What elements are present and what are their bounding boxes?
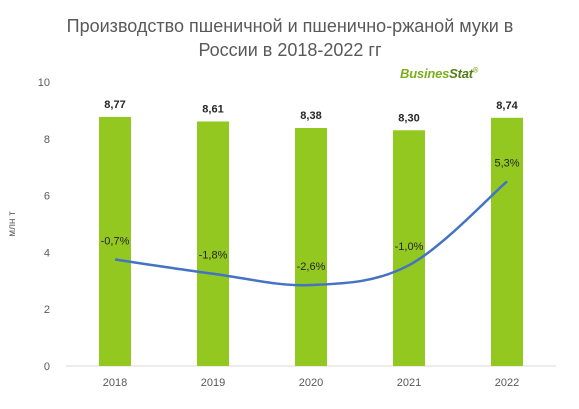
y-axis-label: млн т [7, 211, 18, 237]
bar-value-label: 8,38 [300, 110, 321, 122]
y-tick-label: 8 [44, 134, 50, 146]
bar-value-label: 8,30 [398, 112, 419, 124]
bar-value-label: 8,61 [202, 103, 223, 115]
growth-point-label: 5,3% [494, 157, 519, 169]
y-tick-label: 2 [44, 304, 50, 316]
x-tick-label: 2019 [201, 377, 225, 389]
growth-point-label: -1,0% [395, 241, 424, 253]
x-tick-label: 2022 [495, 377, 519, 389]
businesstat-logo: BusinesStat® [400, 66, 478, 81]
chart-title: Производство пшеничной и пшенично-ржаной… [40, 14, 540, 62]
growth-point-label: -1,8% [199, 250, 228, 262]
logo-text-part-1: Busines [400, 66, 450, 81]
bar-value-label: 8,77 [104, 99, 125, 111]
x-tick-label: 2021 [397, 377, 421, 389]
y-tick-label: 10 [38, 77, 50, 89]
bar [197, 121, 229, 366]
chart-title-line-2: России в 2018-2022 гг [198, 40, 382, 60]
x-tick-label: 2020 [299, 377, 323, 389]
bar-value-label: 8,74 [496, 100, 518, 112]
logo-text-part-2: Stat [449, 66, 473, 81]
chart-title-line-1: Производство пшеничной и пшенично-ржаной… [66, 16, 514, 36]
y-tick-label: 6 [44, 191, 50, 203]
growth-point-label: -2,6% [297, 261, 326, 273]
y-tick-label: 0 [44, 361, 50, 373]
bar [99, 116, 131, 366]
growth-line [114, 180, 508, 287]
bar [393, 130, 425, 366]
x-tick-label: 2018 [103, 377, 127, 389]
growth-point-label: -0,7% [101, 236, 130, 248]
y-tick-label: 4 [44, 247, 50, 259]
logo-registered-mark: ® [472, 67, 478, 75]
bar [491, 117, 523, 366]
bar [295, 128, 327, 366]
